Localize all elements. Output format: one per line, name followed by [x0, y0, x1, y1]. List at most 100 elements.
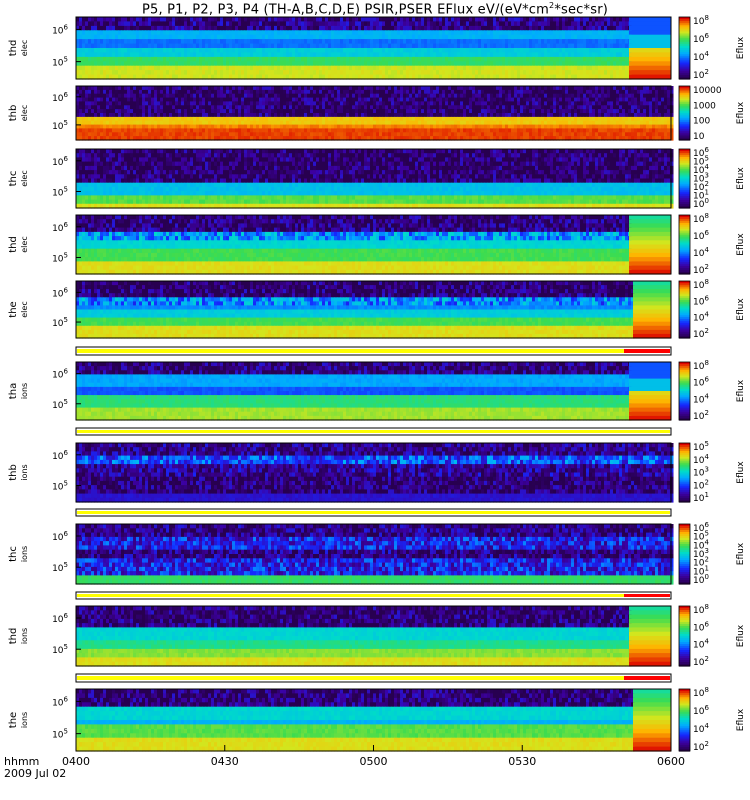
panel-thb-elec: thb elec 106 105 10000 1000 100 10 Eflux [8, 85, 746, 142]
panel-label-species: ions [20, 546, 29, 562]
panel-label-probe: tha [8, 383, 19, 399]
colorbar-tick-label: 102 [693, 655, 709, 668]
colorbar-tick-label: 102 [693, 740, 709, 753]
y-tick-label: 105 [52, 119, 68, 132]
colorbar-tick-label: 102 [693, 409, 709, 422]
panel-thd-ions: thd ions 106 105 108 106 104 102 Eflux [8, 603, 746, 683]
colorbar-tick-label: 108 [693, 686, 709, 699]
heatmap-cells [76, 17, 671, 80]
panel-label-species: ions [20, 712, 29, 728]
colorbar-label: Eflux [736, 233, 746, 256]
panel-label-species: elec [20, 301, 29, 317]
x-axis-label: hhmm [4, 755, 39, 768]
y-tick-label: 106 [52, 286, 68, 299]
x-tick-label: 0600 [657, 755, 685, 768]
y-tick-label: 106 [52, 612, 68, 625]
panel-label-probe: thd [8, 236, 19, 253]
colorbar-tick-label: 10000 [693, 86, 722, 96]
panel-label-probe: thc [8, 171, 19, 187]
y-tick-label: 105 [52, 56, 68, 69]
colorbar-tick-label: 108 [693, 359, 709, 372]
heatmap-cells [76, 443, 674, 503]
flag-bar [75, 346, 672, 356]
colorbar-label: Eflux [736, 708, 746, 731]
colorbar-tick-label: 104 [693, 453, 709, 466]
y-tick-label: 106 [52, 449, 68, 462]
colorbar-tick-label: 104 [693, 638, 709, 651]
heatmap-cells [76, 281, 671, 339]
x-tick-label: 0530 [508, 755, 536, 768]
panel-frame [75, 85, 672, 141]
x-tick-label: 0400 [62, 755, 90, 768]
colorbar-tick-label: 106 [693, 294, 709, 307]
colorbar-tick-label: 104 [693, 722, 709, 735]
panel-frame [75, 361, 672, 421]
y-tick-label: 106 [52, 91, 68, 104]
colorbar-tick-label: 106 [693, 704, 709, 717]
heatmap-cells [76, 689, 671, 752]
y-tick-label: 105 [52, 479, 68, 492]
colorbar-tick-label: 101 [693, 491, 709, 504]
panel-frame [75, 16, 672, 80]
y-tick-label: 105 [52, 251, 68, 264]
panel-label-probe: thc [8, 546, 19, 562]
colorbar-tick-label: 104 [693, 311, 709, 324]
panel-label-species: ions [20, 628, 29, 644]
y-tick-label: 105 [52, 316, 68, 329]
colorbar-label: Eflux [736, 36, 746, 59]
colorbar: 108 106 104 102 Eflux [678, 14, 746, 81]
chart-title: P5, P1, P2, P3, P4 (TH-A,B,C,D,E) PSIR,P… [0, 1, 750, 17]
colorbar-label: Eflux [736, 167, 746, 190]
flag-bar [75, 591, 672, 600]
panel-frame [75, 523, 672, 585]
flag-bar [75, 673, 672, 683]
colorbar-tick-label: 104 [693, 246, 709, 259]
y-tick-label: 105 [52, 561, 68, 574]
panel-frame [75, 442, 672, 503]
colorbar-label: Eflux [736, 624, 746, 647]
panel-label-species: elec [20, 170, 29, 186]
panel-frame [75, 214, 672, 275]
heatmap-cells [76, 215, 671, 275]
heatmap-cells [76, 86, 674, 141]
panel-frame [75, 148, 672, 209]
colorbar: 108 106 104 102 Eflux [678, 278, 746, 340]
panel-label-species: elec [20, 236, 29, 252]
y-tick-label: 106 [52, 530, 68, 543]
panel-tha-ions: tha ions 106 105 108 106 104 102 Eflux [8, 359, 746, 436]
panel-label-species: ions [20, 464, 29, 480]
colorbar-label: Eflux [736, 379, 746, 402]
colorbar-tick-label: 100 [693, 117, 710, 127]
colorbar-tick-label: 102 [693, 327, 709, 340]
panel-label-species: ions [20, 383, 29, 399]
y-tick-label: 106 [52, 221, 68, 234]
panel-label-probe: thb [8, 464, 19, 481]
colorbar-label: Eflux [736, 542, 746, 565]
panel-label-probe: thd [8, 628, 19, 645]
y-tick-label: 105 [52, 643, 68, 656]
colorbar-tick-label: 106 [693, 620, 709, 633]
colorbar: 108 106 104 102 Eflux [678, 212, 746, 276]
colorbar-tick-label: 10 [693, 132, 705, 142]
colorbar-tick-label: 103 [693, 466, 709, 479]
panel-label-probe: thd [8, 40, 19, 57]
colorbar-tick-label: 104 [693, 392, 709, 405]
panel-thd-elec: thd elec 106 105 108 106 104 102 Eflux [8, 14, 746, 81]
y-tick-label: 105 [52, 398, 68, 411]
flag-bar [75, 508, 672, 517]
colorbar-label: Eflux [736, 298, 746, 321]
colorbar-tick-label: 102 [693, 263, 709, 276]
y-tick-label: 106 [52, 23, 68, 36]
colorbar-tick-label: 106 [693, 32, 709, 45]
heatmap-cells [76, 149, 674, 209]
colorbar: 10000 1000 100 10 Eflux [678, 85, 746, 142]
panel-label-probe: the [8, 712, 19, 728]
heatmap-cells [76, 606, 671, 667]
colorbar: 108 106 104 102 Eflux [678, 603, 746, 668]
date-label: 2009 Jul 02 [4, 767, 66, 780]
